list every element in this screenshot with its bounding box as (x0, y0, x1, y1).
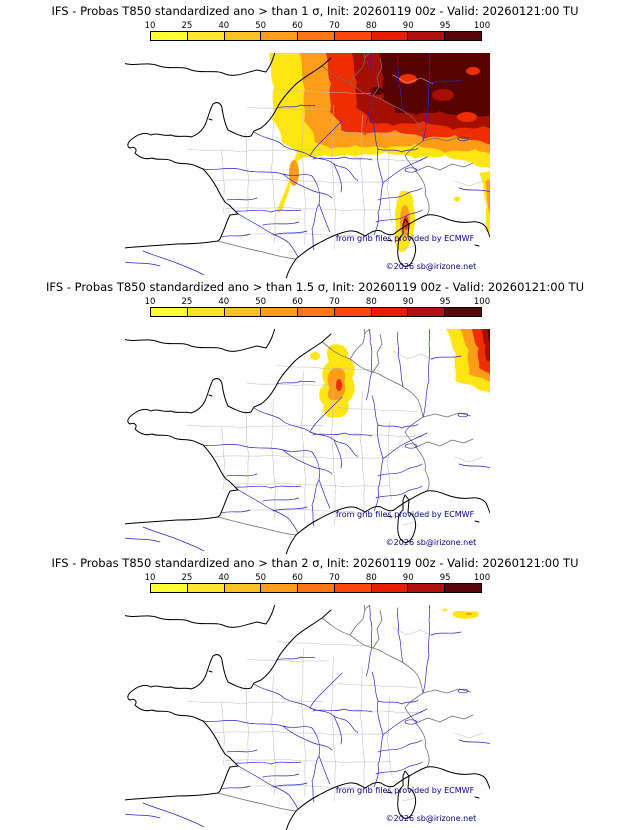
basemap-use (125, 605, 490, 830)
colorbar-tick-label: 90 (402, 297, 414, 307)
colorbar-segment (444, 584, 482, 592)
colorbar-tick-label: 60 (292, 21, 303, 31)
colorbar-tick-label: 50 (255, 297, 267, 307)
colorbar-tick-label: 100 (473, 297, 491, 307)
ecmwf-credit: from grib files provided by ECMWF (336, 510, 475, 519)
colorbar-tick-label: 70 (329, 297, 340, 307)
copyright-credit: ©2026 sb@irizone.net (386, 262, 477, 271)
colorbar-segment (407, 584, 445, 592)
copyright-credit: ©2026 sb@irizone.net (386, 814, 477, 823)
panel-prob-gt-1.5sigma: IFS - Probas T850 standardized ano > tha… (0, 276, 630, 554)
colorbar-segment (186, 32, 224, 40)
colorbar-tick-label: 10 (144, 573, 156, 583)
panel-prob-gt-2sigma: IFS - Probas T850 standardized ano > tha… (0, 552, 630, 830)
colorbar-tick-label: 10 (144, 297, 156, 307)
colorbar-tick-label: 90 (402, 21, 414, 31)
map-svg-2sigma: from grib files provided by ECMWF ©2026 … (125, 605, 490, 830)
colorbar-segment (370, 584, 408, 592)
ecmwf-credit: from grib files provided by ECMWF (336, 786, 475, 795)
colorbar-tick-label: 80 (365, 573, 377, 583)
colorbar-tick-label: 95 (439, 573, 451, 583)
colorbar-segment (370, 308, 408, 316)
colorbar-bar (150, 31, 482, 41)
colorbar: 10 25 40 50 60 70 80 90 95 100 (145, 297, 491, 318)
colorbar-tick-label: 40 (218, 297, 230, 307)
panel-title: IFS - Probas T850 standardized ano > tha… (51, 4, 579, 18)
colorbar-segment (151, 308, 187, 316)
colorbar-tick-label: 95 (439, 297, 451, 307)
basemap-use (125, 329, 490, 554)
colorbar-segment (444, 32, 482, 40)
colorbar-labels: 10 25 40 50 60 70 80 90 95 100 (145, 573, 491, 583)
colorbar-segment (333, 32, 371, 40)
colorbar-tick-label: 70 (329, 573, 340, 583)
colorbar: 10 25 40 50 60 70 80 90 95 100 (145, 21, 491, 42)
colorbar-segment (297, 308, 334, 316)
panel-title: IFS - Probas T850 standardized ano > tha… (46, 280, 584, 294)
colorbar-tick-label: 95 (439, 21, 451, 31)
colorbar-segment (407, 32, 445, 40)
colorbar-tick-label: 80 (365, 21, 377, 31)
copyright-credit: ©2026 sb@irizone.net (386, 538, 477, 547)
colorbar-segment (186, 584, 224, 592)
colorbar-segment (186, 308, 224, 316)
colorbar-segment (223, 584, 261, 592)
colorbar-labels: 10 25 40 50 60 70 80 90 95 100 (145, 297, 491, 307)
colorbar-tick-label: 50 (255, 573, 267, 583)
probability-shading-1.5sigma (310, 329, 490, 418)
map-1sigma: from grib files provided by ECMWF ©2026 … (125, 53, 490, 278)
colorbar-segment (260, 32, 298, 40)
colorbar-segment (297, 32, 334, 40)
ecmwf-credit: from grib files provided by ECMWF (336, 234, 475, 243)
colorbar-segment (370, 32, 408, 40)
map-1.5sigma: from grib files provided by ECMWF ©2026 … (125, 329, 490, 554)
colorbar-segment (333, 584, 371, 592)
colorbar-bar (150, 307, 482, 317)
colorbar-segment (151, 32, 187, 40)
colorbar-tick-label: 70 (329, 21, 340, 31)
panel-prob-gt-1sigma: IFS - Probas T850 standardized ano > tha… (0, 0, 630, 278)
probability-shading-1sigma (268, 53, 490, 253)
colorbar-segment (444, 308, 482, 316)
colorbar-tick-label: 50 (255, 21, 267, 31)
map-svg-1sigma: from grib files provided by ECMWF ©2026 … (125, 53, 490, 278)
colorbar-tick-label: 25 (181, 21, 193, 31)
colorbar-segment (151, 584, 187, 592)
colorbar-tick-label: 90 (402, 573, 414, 583)
panel-title: IFS - Probas T850 standardized ano > tha… (51, 556, 579, 570)
probability-shading-2sigma (442, 608, 479, 619)
colorbar-bar (150, 583, 482, 593)
colorbar-labels: 10 25 40 50 60 70 80 90 95 100 (145, 21, 491, 31)
colorbar-segment (333, 308, 371, 316)
colorbar-segment (407, 308, 445, 316)
colorbar-tick-label: 100 (473, 21, 491, 31)
colorbar-segment (297, 584, 334, 592)
colorbar-segment (260, 584, 298, 592)
colorbar-segment (223, 308, 261, 316)
colorbar-tick-label: 60 (292, 297, 303, 307)
colorbar-segment (223, 32, 261, 40)
colorbar-tick-label: 10 (144, 21, 156, 31)
colorbar-tick-label: 25 (181, 573, 193, 583)
colorbar-tick-label: 80 (365, 297, 377, 307)
colorbar-segment (260, 308, 298, 316)
map-svg-1.5sigma: from grib files provided by ECMWF ©2026 … (125, 329, 490, 554)
map-2sigma: from grib files provided by ECMWF ©2026 … (125, 605, 490, 830)
colorbar-tick-label: 100 (473, 573, 491, 583)
colorbar-tick-label: 40 (218, 21, 230, 31)
colorbar: 10 25 40 50 60 70 80 90 95 100 (145, 573, 491, 594)
colorbar-tick-label: 25 (181, 297, 193, 307)
colorbar-tick-label: 40 (218, 573, 230, 583)
colorbar-tick-label: 60 (292, 573, 303, 583)
